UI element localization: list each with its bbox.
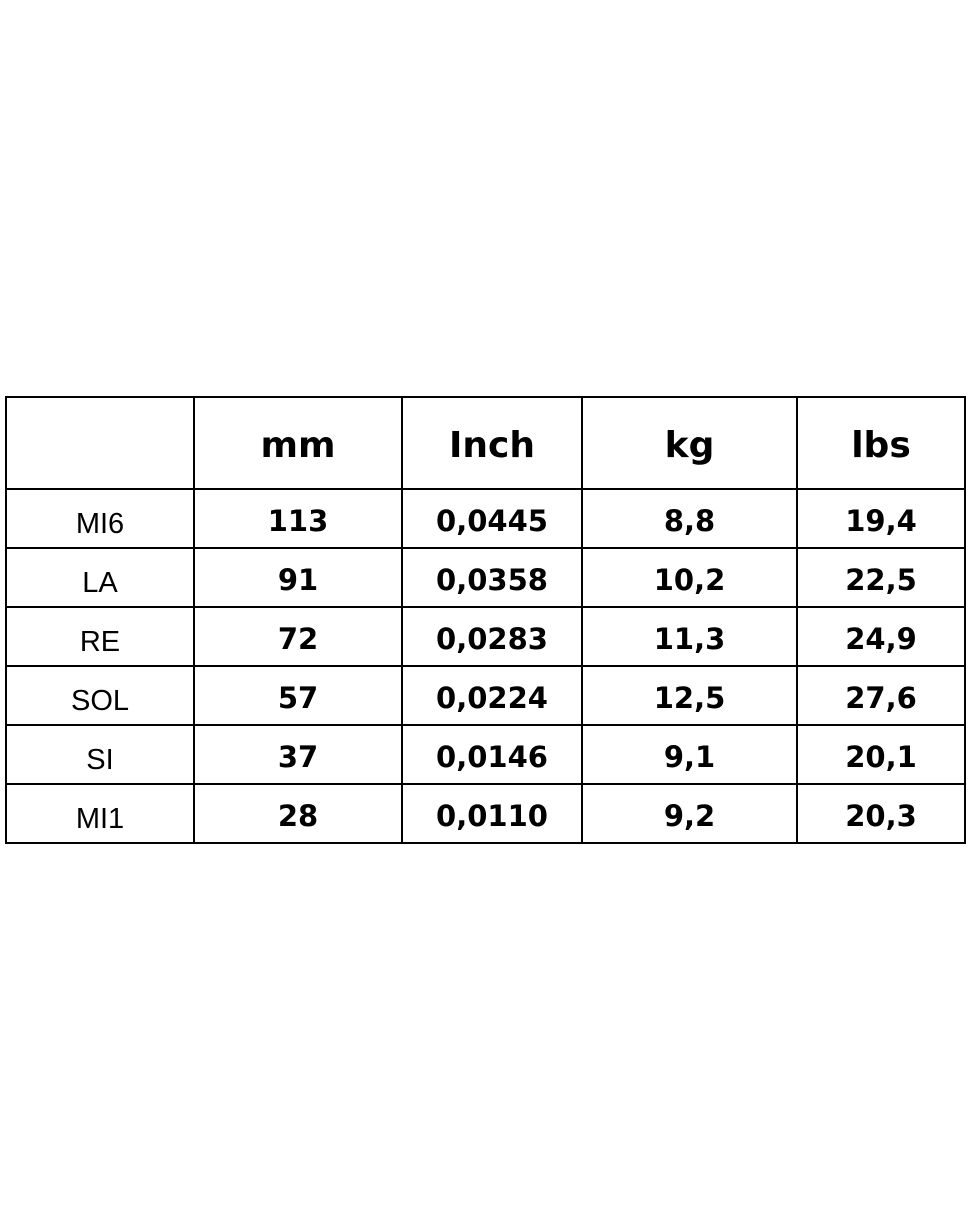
table-row: RE 72 0,0283 11,3 24,9 bbox=[5, 606, 966, 667]
value-cell: 12,5 bbox=[581, 665, 798, 726]
value-cell: 0,0110 bbox=[401, 783, 583, 844]
row-label: MI6 bbox=[5, 488, 195, 549]
value-cell: 0,0224 bbox=[401, 665, 583, 726]
row-label: LA bbox=[5, 547, 195, 608]
value-cell: 10,2 bbox=[581, 547, 798, 608]
value-cell: 113 bbox=[193, 488, 403, 549]
header-row: mm Inch kg lbs bbox=[5, 396, 966, 490]
row-label: RE bbox=[5, 606, 195, 667]
table-row: LA 91 0,0358 10,2 22,5 bbox=[5, 547, 966, 608]
value-cell: 28 bbox=[193, 783, 403, 844]
table-row: MI1 28 0,0110 9,2 20,3 bbox=[5, 783, 966, 844]
corner-cell bbox=[5, 396, 195, 490]
value-cell: 24,9 bbox=[796, 606, 966, 667]
value-cell: 11,3 bbox=[581, 606, 798, 667]
value-cell: 9,1 bbox=[581, 724, 798, 785]
value-cell: 0,0146 bbox=[401, 724, 583, 785]
value-cell: 57 bbox=[193, 665, 403, 726]
value-cell: 20,1 bbox=[796, 724, 966, 785]
row-label: MI1 bbox=[5, 783, 195, 844]
row-label: SOL bbox=[5, 665, 195, 726]
table-row: SOL 57 0,0224 12,5 27,6 bbox=[5, 665, 966, 726]
value-cell: 72 bbox=[193, 606, 403, 667]
value-cell: 27,6 bbox=[796, 665, 966, 726]
value-cell: 0,0445 bbox=[401, 488, 583, 549]
header-cell: Inch bbox=[401, 396, 583, 490]
value-cell: 0,0358 bbox=[401, 547, 583, 608]
value-cell: 8,8 bbox=[581, 488, 798, 549]
table-body: MI6 113 0,0445 8,8 19,4 LA 91 0,0358 10,2 22,5 RE 7… bbox=[5, 488, 966, 844]
table-row: SI 37 0,0146 9,1 20,1 bbox=[5, 724, 966, 785]
value-cell: 9,2 bbox=[581, 783, 798, 844]
header-cell: mm bbox=[193, 396, 403, 490]
header-cell: kg bbox=[581, 396, 798, 490]
value-cell: 19,4 bbox=[796, 488, 966, 549]
row-label: SI bbox=[5, 724, 195, 785]
header-cell: lbs bbox=[796, 396, 966, 490]
data-table: mm Inch kg lbs MI6 113 0,0445 8,8 19,4 LA 91 0,035… bbox=[5, 396, 966, 844]
value-cell: 91 bbox=[193, 547, 403, 608]
value-cell: 22,5 bbox=[796, 547, 966, 608]
value-cell: 37 bbox=[193, 724, 403, 785]
value-cell: 20,3 bbox=[796, 783, 966, 844]
value-cell: 0,0283 bbox=[401, 606, 583, 667]
table-row: MI6 113 0,0445 8,8 19,4 bbox=[5, 488, 966, 549]
